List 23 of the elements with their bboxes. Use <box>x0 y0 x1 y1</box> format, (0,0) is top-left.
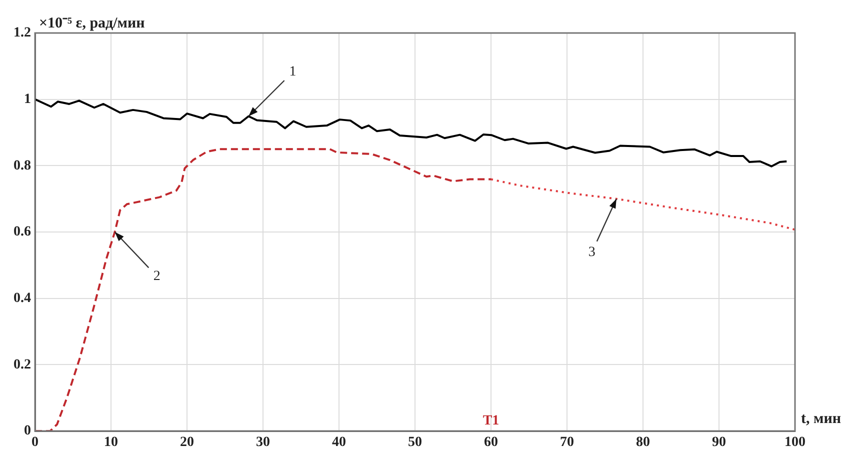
y-tick-label: 0.8 <box>14 158 31 174</box>
y-tick-label: 0.6 <box>14 224 31 240</box>
y-axis-title: ×10⁻⁵ ε, рад/мин <box>39 15 146 32</box>
annotation: 2 <box>153 269 160 284</box>
y-tick-label: 0.2 <box>14 357 31 372</box>
x-tick-label: 60 <box>484 435 498 450</box>
annotation: 3 <box>588 244 596 260</box>
x-tick-label: 80 <box>636 435 650 450</box>
annotation: T1 <box>482 414 500 429</box>
x-axis-title: t, мин <box>801 410 842 427</box>
annotation: 1 <box>289 64 296 80</box>
x-tick-label: 70 <box>560 435 574 450</box>
x-tick-label: 100 <box>784 435 806 450</box>
y-tick-label: 1.2 <box>14 26 31 41</box>
x-tick-label: 30 <box>256 435 270 450</box>
x-tick-label: 20 <box>180 435 194 450</box>
x-tick-label: 10 <box>104 435 118 450</box>
x-tick-label: 40 <box>332 435 346 450</box>
x-tick-label: 50 <box>408 435 422 450</box>
y-tick-label: 1 <box>24 92 31 107</box>
y-tick-label: 0.4 <box>14 290 31 306</box>
x-tick-label: 90 <box>712 435 726 450</box>
y-tick-label: 0 <box>24 424 31 439</box>
